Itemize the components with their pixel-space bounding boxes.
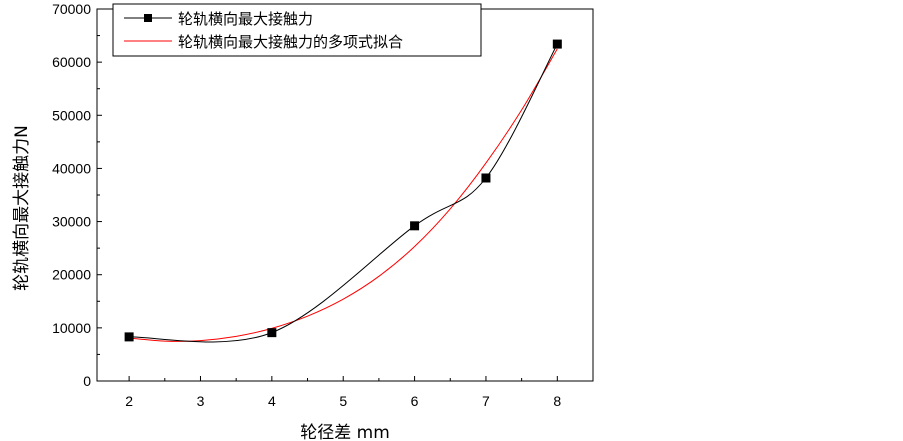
data-point-marker — [124, 332, 134, 342]
y-tick-label: 60000 — [52, 54, 91, 70]
series-group — [124, 39, 562, 343]
legend-label-data: 轮轨横向最大接触力 — [178, 10, 313, 28]
y-tick-label: 40000 — [52, 160, 91, 176]
x-axis: 2 3 4 5 6 7 8 — [125, 376, 561, 409]
x-tick-label: 8 — [553, 393, 561, 409]
x-tick-label: 7 — [482, 393, 490, 409]
x-tick-label: 2 — [125, 393, 133, 409]
data-point-marker — [481, 173, 491, 183]
plot-area-border — [96, 8, 594, 382]
legend: 轮轨横向最大接触力 轮轨横向最大接触力的多项式拟合 — [112, 3, 482, 57]
y-tick-label: 30000 — [52, 214, 91, 230]
legend-square-marker — [144, 14, 152, 22]
y-tick-label: 20000 — [52, 267, 91, 283]
plot-frame — [96, 8, 594, 382]
data-point-marker — [552, 39, 562, 49]
y-tick-label: 70000 — [52, 1, 91, 17]
x-tick-label: 5 — [339, 393, 347, 409]
data-point-marker — [410, 221, 420, 231]
y-axis: 0 10000 20000 30000 40000 50000 60000 70000 — [52, 1, 102, 389]
y-tick-label: 50000 — [52, 107, 91, 123]
series-fit-curve — [129, 48, 558, 342]
y-axis-title: 轮轨横向最大接触力N — [12, 125, 32, 291]
y-tick-label: 0 — [83, 373, 91, 389]
legend-box — [112, 3, 482, 57]
series-data-line — [129, 43, 558, 343]
y-tick-label: 10000 — [52, 320, 91, 336]
x-tick-label: 6 — [411, 393, 419, 409]
x-axis-title: 轮径差 mm — [300, 423, 390, 441]
data-point-marker — [267, 328, 277, 338]
legend-label-fit: 轮轨横向最大接触力的多项式拟合 — [178, 33, 403, 51]
x-tick-label: 3 — [197, 393, 205, 409]
x-tick-label: 4 — [268, 393, 276, 409]
